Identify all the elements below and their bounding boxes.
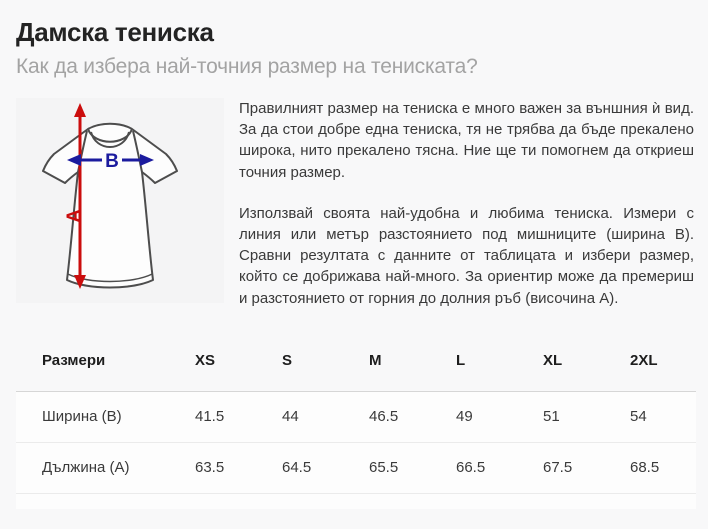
table-row-width: Ширина (B) 41.5 44 46.5 49 51 54 xyxy=(16,391,696,443)
column-header-2xl: 2XL xyxy=(630,351,658,369)
intro-text: Правилният размер на тениска е много важ… xyxy=(239,98,694,309)
width-value-m: 46.5 xyxy=(369,407,399,425)
column-header-sizes: Размери xyxy=(42,351,106,369)
label-a: A xyxy=(64,209,85,223)
height-arrow-a: A xyxy=(64,102,86,289)
page-subtitle: Как да избера най-точния размер на тенис… xyxy=(16,54,478,78)
intro-paragraph-2: Използвай своята най-удобна и любима тен… xyxy=(239,204,694,307)
length-value-2xl: 68.5 xyxy=(630,458,660,476)
width-value-s: 44 xyxy=(282,407,299,425)
length-value-s: 64.5 xyxy=(282,458,312,476)
width-value-l: 49 xyxy=(456,407,473,425)
intro-section: A B Правилният размер на тениска е много… xyxy=(16,97,694,309)
column-header-s: S xyxy=(282,351,293,369)
width-arrow-b: B xyxy=(67,148,154,172)
row-label-length: Дължина (A) xyxy=(42,458,130,476)
length-value-m: 65.5 xyxy=(369,458,399,476)
length-value-xl: 67.5 xyxy=(543,458,573,476)
column-header-m: M xyxy=(369,351,382,369)
intro-paragraph-1: Правилният размер на тениска е много важ… xyxy=(239,99,694,181)
tshirt-outline xyxy=(42,122,178,289)
tshirt-diagram-image: A B xyxy=(42,102,178,289)
page-title: Дамска тениска xyxy=(16,17,214,47)
column-header-xl: XL xyxy=(543,351,563,369)
column-header-l: L xyxy=(456,351,466,369)
tshirt-measurement-diagram: A B xyxy=(16,97,224,303)
table-row-length: Дължина (A) 63.5 64.5 65.5 66.5 67.5 68.… xyxy=(16,442,696,494)
length-value-l: 66.5 xyxy=(456,458,486,476)
size-table-section: Размери XS S M L XL 2XL Ширина (B) 41.5 … xyxy=(16,333,696,509)
label-b: B xyxy=(105,151,119,172)
size-guide-page: Дамска тениска Как да избера най-точния … xyxy=(16,17,696,509)
row-label-width: Ширина (B) xyxy=(42,407,122,425)
width-value-xs: 41.5 xyxy=(195,407,225,425)
size-table: Размери XS S M L XL 2XL Ширина (B) 41.5 … xyxy=(16,333,696,494)
size-table-header-row: Размери XS S M L XL 2XL xyxy=(16,333,696,392)
width-value-2xl: 54 xyxy=(630,407,647,425)
column-header-xs: XS xyxy=(195,351,216,369)
table-bottom-padding xyxy=(16,493,696,509)
length-value-xs: 63.5 xyxy=(195,458,225,476)
width-value-xl: 51 xyxy=(543,407,560,425)
